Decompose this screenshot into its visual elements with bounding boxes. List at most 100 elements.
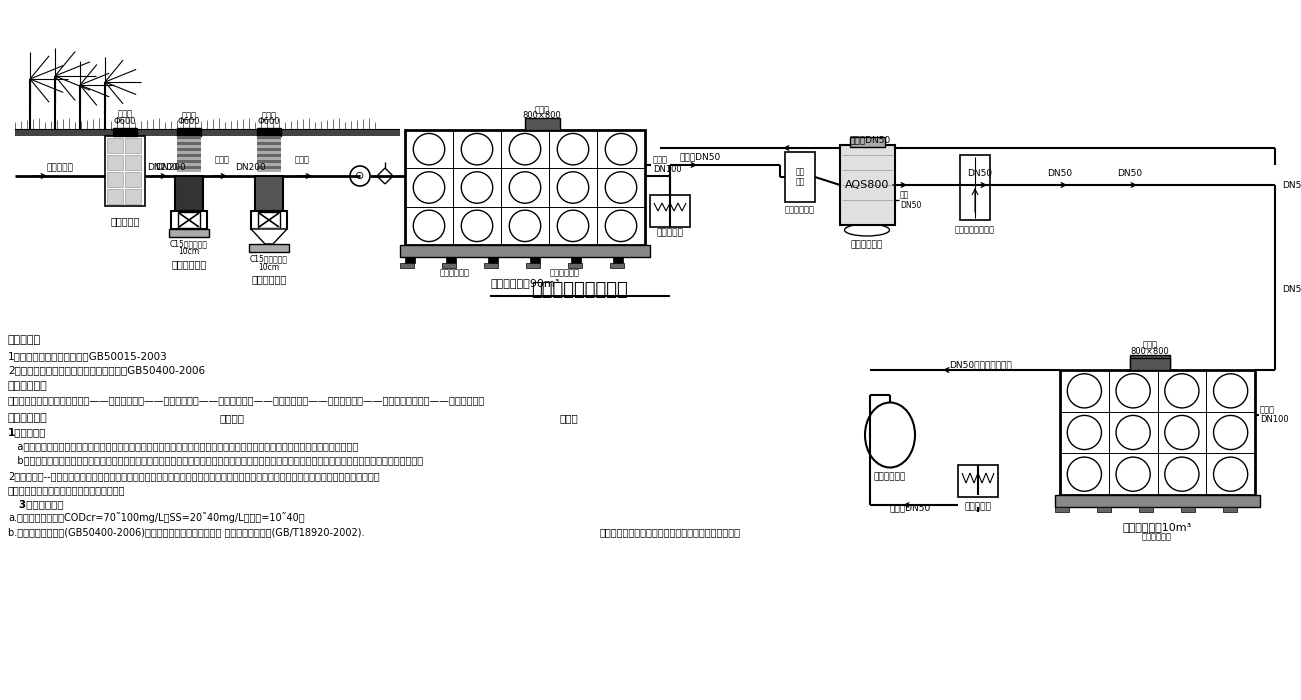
Bar [571,257,582,263]
Bar [107,138,124,153]
Text: 不锈钢蓄水池10m³: 不锈钢蓄水池10m³ [1123,522,1192,532]
Text: 滤流管: 滤流管 [1259,405,1275,414]
Bar [850,137,885,147]
Bar [488,257,498,263]
Text: 隔膜式气压罐: 隔膜式气压罐 [874,473,905,482]
Bar [405,257,415,263]
Bar [251,211,288,229]
Text: 不锈钢蓄水池90m³: 不锈钢蓄水池90m³ [490,278,559,288]
Text: DN50低水位自动补水: DN50低水位自动补水 [948,360,1011,370]
Bar [248,244,289,252]
Bar [258,154,281,157]
Bar [258,212,280,228]
Bar [177,157,200,160]
Bar [1055,507,1069,512]
Text: 10cm: 10cm [259,262,280,272]
Bar [107,155,124,170]
Bar [255,176,284,211]
Bar [258,157,281,160]
Text: DN50: DN50 [1118,169,1142,178]
Text: 真空至集水坑: 真空至集水坑 [440,269,470,277]
Text: 设计依据：: 设计依据： [8,335,42,345]
Bar [105,136,144,206]
Bar [258,128,281,136]
Text: DN100: DN100 [1259,416,1288,424]
Text: 检修口: 检修口 [117,109,133,118]
Bar [1060,370,1255,495]
Bar [177,142,200,145]
Bar [446,257,455,263]
Text: 检修口: 检修口 [1142,340,1158,349]
Text: 管径
DN50: 管径 DN50 [900,190,921,210]
Bar [107,189,124,204]
Bar [1131,355,1170,367]
Text: 1、预处理：: 1、预处理： [8,427,47,437]
Text: 注：雨水回收设计需要相关部门审核同意之后方可施工: 注：雨水回收设计需要相关部门审核同意之后方可施工 [600,527,742,537]
Bar [169,229,209,237]
Text: AQS800: AQS800 [844,180,889,190]
Bar [125,172,141,187]
Text: 回水管DN50: 回水管DN50 [850,136,891,144]
Bar [177,154,200,157]
Text: 用水点: 用水点 [559,413,579,423]
Text: DN100: DN100 [653,165,682,174]
Text: 检修口: 检修口 [262,111,277,120]
Bar [177,151,200,154]
Text: Φ600: Φ600 [258,118,280,127]
Text: DN200: DN200 [156,164,186,172]
Bar [113,128,137,136]
Bar [177,163,200,166]
Bar [258,139,281,142]
Text: 800×800: 800×800 [1131,347,1170,356]
Text: 紫破
加坊: 紫破 加坊 [795,167,804,187]
Text: 雨水净化泵: 雨水净化泵 [657,228,683,237]
Bar [399,263,414,268]
Bar [125,138,141,153]
Bar [125,189,141,204]
Text: 真空至集水坑: 真空至集水坑 [550,269,580,277]
Text: 真空至集水坑: 真空至集水坑 [1142,533,1172,542]
Text: DN200: DN200 [147,164,178,172]
Text: b.处理后出水水质：(GB50400-2006)的规定，《城市污水再生利用 城市杂用水水质》(GB/T18920-2002).: b.处理后出水水质：(GB50400-2006)的规定，《城市污水再生利用 城市… [8,527,364,537]
Text: 1、《建筑给排水设计规范》GB50015-2003: 1、《建筑给排水设计规范》GB50015-2003 [8,351,168,361]
Bar [1223,507,1237,512]
Text: 雨水工总管: 雨水工总管 [47,164,73,172]
Text: C15混凝土基础: C15混凝土基础 [250,255,288,263]
Bar [610,263,624,268]
Text: DN200: DN200 [235,164,267,172]
Bar [177,139,200,142]
Text: 的控制，同时监控供水、排水、补水等情况。: 的控制，同时监控供水、排水、补水等情况。 [8,485,125,495]
Text: DN50: DN50 [1281,286,1301,295]
Bar [16,130,399,136]
Text: 波纹管: 波纹管 [215,155,230,164]
Bar [1055,495,1259,507]
Bar [125,155,141,170]
Bar [442,263,455,268]
Bar [960,155,990,220]
Text: DN50: DN50 [1281,181,1301,190]
Text: ⊙: ⊙ [355,171,364,181]
Text: 多介质过滤器: 多介质过滤器 [851,241,883,249]
Bar [177,160,200,163]
Bar [1131,358,1170,370]
Bar [958,465,998,497]
Text: 安全分流井: 安全分流井 [111,216,139,226]
Bar [176,176,203,211]
Bar [178,212,200,228]
Text: DN50: DN50 [1047,169,1072,178]
Bar [258,166,281,169]
Bar [526,118,559,130]
Text: 截污挂篮装置: 截污挂篮装置 [172,259,207,269]
Bar [258,169,281,172]
Text: 800×800: 800×800 [523,111,561,120]
Text: Φ600: Φ600 [178,118,200,127]
Text: DN50: DN50 [968,169,993,178]
Bar [258,160,281,163]
Text: 雨水收集工艺流程图: 雨水收集工艺流程图 [532,281,628,299]
Text: 弃流过滤装置: 弃流过滤装置 [251,274,286,284]
Bar [1138,507,1153,512]
Polygon shape [251,229,288,244]
Bar [1181,507,1196,512]
Text: 滤流管: 滤流管 [653,155,667,164]
Bar [399,245,650,257]
